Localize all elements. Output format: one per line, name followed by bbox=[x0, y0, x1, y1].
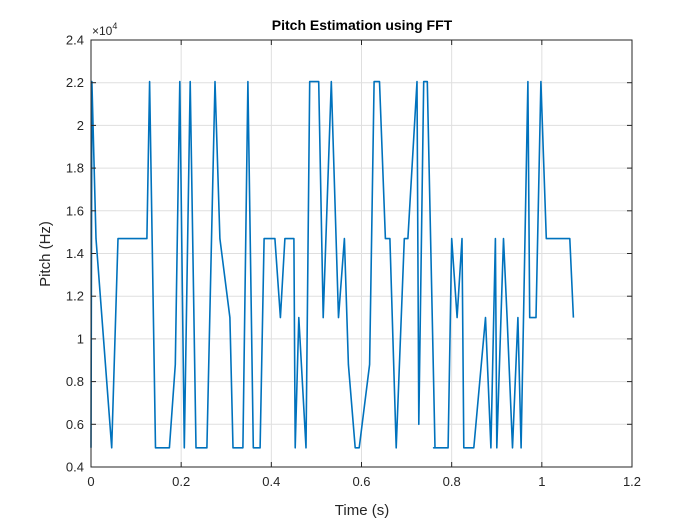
y-tick-label: 2 bbox=[77, 118, 84, 133]
y-tick-labels: 0.4 0.6 0.8 1 1.2 1.4 1.6 1.8 2 2.2 2.4 bbox=[66, 33, 84, 475]
ticks bbox=[90, 39, 633, 468]
chart-title: Pitch Estimation using FFT bbox=[272, 17, 453, 33]
x-tick-label: 0.6 bbox=[352, 474, 370, 489]
y-exponent-power: 4 bbox=[112, 21, 117, 31]
y-tick-label: 1.2 bbox=[66, 289, 84, 304]
x-tick-label: 0.4 bbox=[262, 474, 280, 489]
y-tick-label: 0.6 bbox=[66, 417, 84, 432]
x-tick-label: 0 bbox=[87, 474, 94, 489]
y-axis-label: Pitch (Hz) bbox=[37, 221, 54, 287]
y-tick-label: 1.8 bbox=[66, 161, 84, 176]
x-tick-label: 1 bbox=[538, 474, 545, 489]
x-tick-label: 1.2 bbox=[623, 474, 641, 489]
y-exponent-label: ×104 bbox=[92, 21, 117, 38]
series-group bbox=[90, 80, 575, 449]
y-tick-label: 2.2 bbox=[66, 75, 84, 90]
y-tick-label: 1.6 bbox=[66, 203, 84, 218]
y-tick-label: 1.4 bbox=[66, 246, 84, 261]
y-exponent-base: ×10 bbox=[92, 24, 113, 38]
y-tick-label: 0.4 bbox=[66, 460, 84, 475]
x-tick-label: 0.8 bbox=[443, 474, 461, 489]
pitch-series-line bbox=[90, 80, 575, 449]
y-tick-label: 2.4 bbox=[66, 33, 84, 48]
x-tick-labels: 0 0.2 0.4 0.6 0.8 1 1.2 bbox=[87, 474, 641, 489]
y-tick-label: 0.8 bbox=[66, 374, 84, 389]
x-axis-label: Time (s) bbox=[335, 502, 389, 519]
x-tick-label: 0.2 bbox=[172, 474, 190, 489]
y-tick-label: 1 bbox=[77, 331, 84, 346]
